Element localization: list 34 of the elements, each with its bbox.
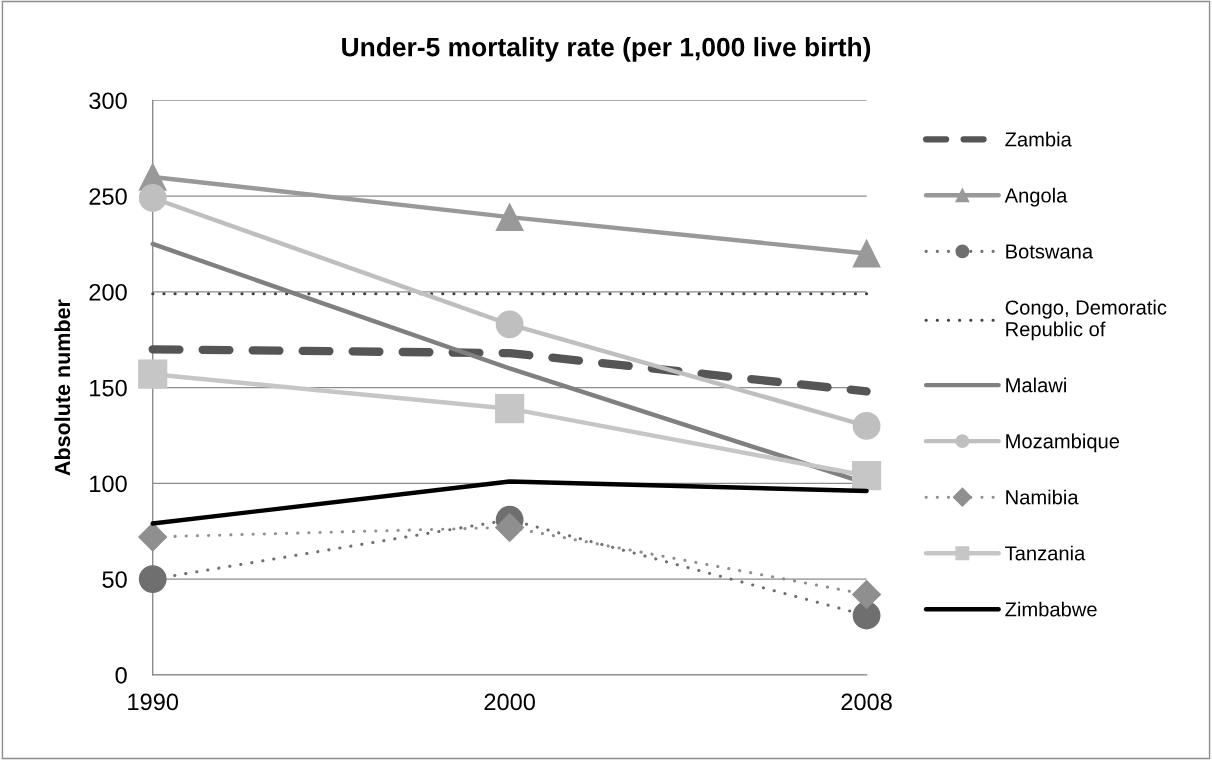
point	[852, 601, 881, 630]
point	[138, 522, 168, 552]
legend-label: Zambia	[1005, 131, 1072, 147]
point	[495, 394, 525, 424]
x-tick-label: 1990	[128, 693, 179, 711]
chart-title: Under-5 mortality rate (per 1,000 live birth)	[342, 37, 871, 62]
y-tick-label: 50	[102, 571, 127, 588]
y-axis-title: Absolute number	[54, 299, 71, 476]
legend-label: Zimbabwe	[1005, 601, 1097, 617]
legend-label: Angola	[1004, 187, 1068, 207]
y-tick-label: 0	[115, 666, 127, 684]
point	[852, 412, 881, 440]
point	[138, 184, 167, 212]
point	[852, 579, 882, 609]
point	[495, 203, 524, 232]
legend-label: Congo, Demoratic Republic of	[1005, 299, 1167, 341]
point	[138, 565, 167, 594]
y-tick-label: 100	[90, 475, 127, 493]
legend-label: Malawi	[1006, 377, 1066, 393]
point	[495, 512, 525, 542]
legend-label: Botswana	[1006, 244, 1094, 259]
x-tick-label: 2008	[841, 693, 892, 711]
point	[495, 310, 524, 339]
legend-label: Tanzania	[1005, 545, 1086, 561]
point	[138, 359, 168, 389]
y-tick-label: 300	[89, 92, 127, 110]
y-tick-label: 200	[89, 283, 127, 301]
point	[852, 239, 881, 268]
y-tick-label: 250	[89, 188, 127, 205]
point	[851, 461, 882, 491]
legend-label: Namibia	[1006, 489, 1079, 505]
y-tick-label: 150	[90, 379, 127, 397]
x-tick-label: 2000	[484, 693, 535, 711]
legend-label: Mozambique	[1006, 433, 1120, 453]
